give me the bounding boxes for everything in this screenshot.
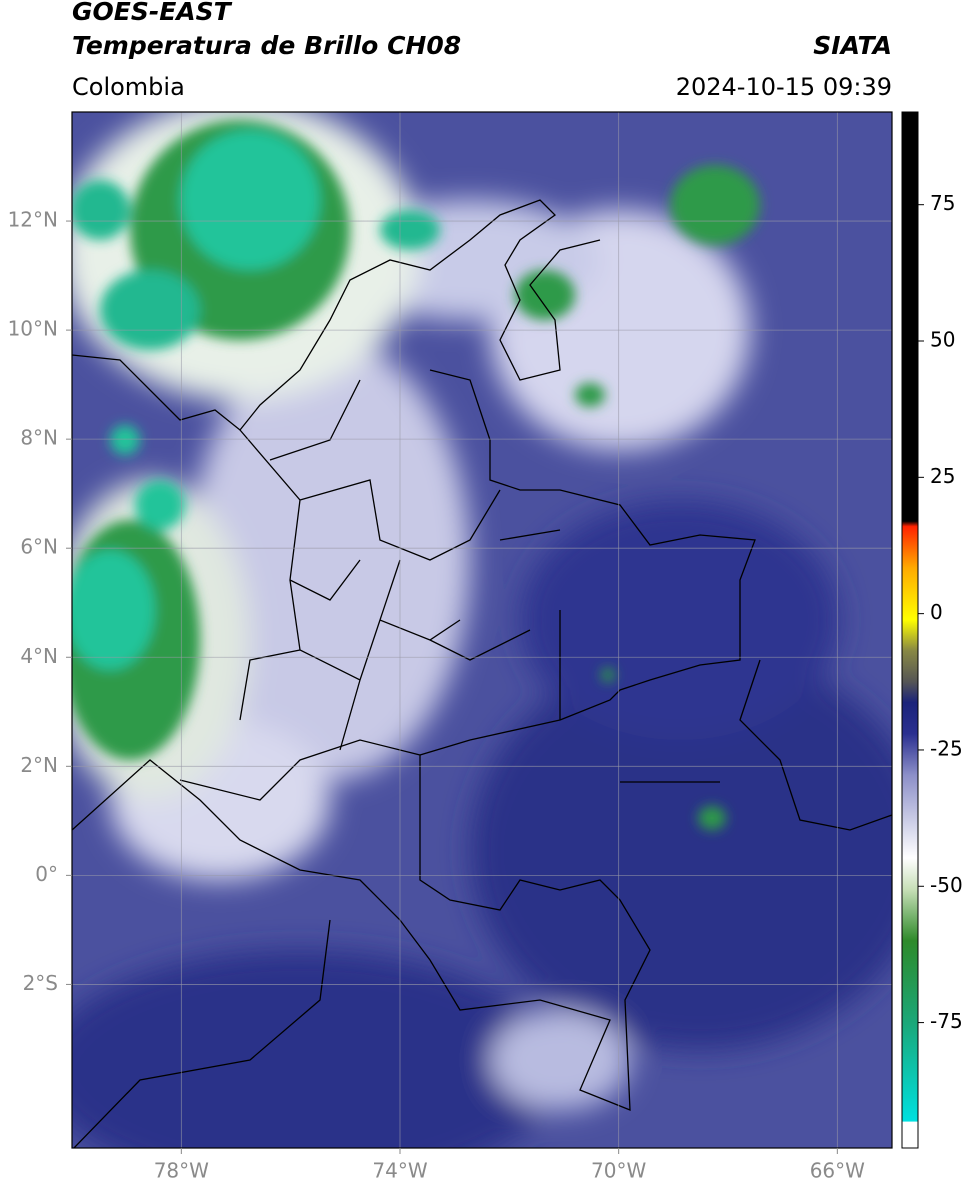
- colorbar-tick-label: -25: [930, 736, 963, 760]
- dept-borders: [239, 379, 531, 751]
- country-borders: [72, 199, 892, 1148]
- y-tick-label: 10°N: [8, 317, 58, 341]
- y-tick-label: 6°N: [20, 535, 58, 559]
- x-tick-label: 70°W: [591, 1159, 646, 1183]
- x-tick-label: 78°W: [154, 1159, 209, 1183]
- map-frame: [71, 111, 893, 1149]
- satellite-image: [72, 112, 892, 1148]
- datetime: 2024-10-15 09:39: [676, 73, 892, 101]
- x-tick-label: 66°W: [810, 1159, 865, 1183]
- y-tick-label: 12°N: [8, 208, 58, 232]
- colorbar-tick-label: -50: [930, 873, 963, 897]
- satellite-title: GOES-EAST: [72, 0, 233, 26]
- region: Colombia: [72, 73, 185, 101]
- colorbar: [901, 111, 919, 1149]
- colorbar-tick-label: 25: [930, 464, 955, 488]
- y-tick-label: 8°N: [20, 426, 58, 450]
- colorbar-tick-label: 75: [930, 191, 955, 215]
- colorbar-tick-label: 50: [930, 328, 955, 352]
- agency: SIATA: [813, 31, 892, 60]
- y-tick-label: 2°N: [20, 753, 58, 777]
- map-gridlines: [72, 112, 892, 1148]
- product-title: Temperatura de Brillo CH08: [72, 31, 461, 60]
- y-tick-label: 4°N: [20, 644, 58, 668]
- colorbar-tick-label: -75: [930, 1009, 963, 1033]
- colorbar-tick-label: 0: [930, 600, 943, 624]
- x-tick-label: 74°W: [372, 1159, 427, 1183]
- y-tick-label: 0°: [35, 862, 58, 886]
- y-tick-label: 2°S: [23, 971, 58, 995]
